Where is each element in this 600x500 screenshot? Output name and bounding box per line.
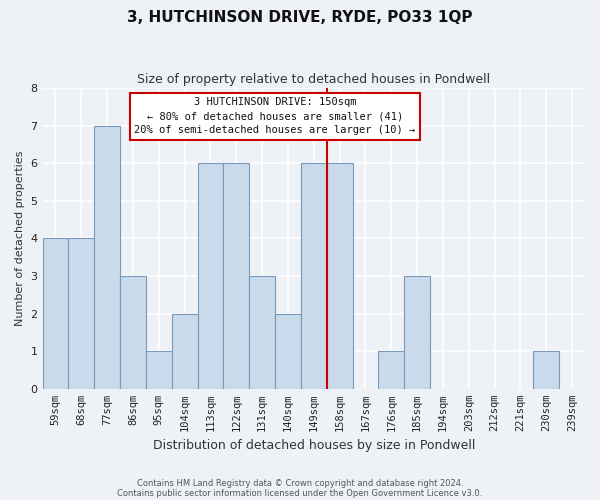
Text: 3 HUTCHINSON DRIVE: 150sqm
← 80% of detached houses are smaller (41)
20% of semi: 3 HUTCHINSON DRIVE: 150sqm ← 80% of deta… bbox=[134, 98, 416, 136]
Bar bbox=[249, 276, 275, 389]
Bar bbox=[146, 351, 172, 389]
Text: Contains public sector information licensed under the Open Government Licence v3: Contains public sector information licen… bbox=[118, 488, 482, 498]
Bar bbox=[68, 238, 94, 389]
Bar bbox=[404, 276, 430, 389]
Text: Contains HM Land Registry data © Crown copyright and database right 2024.: Contains HM Land Registry data © Crown c… bbox=[137, 478, 463, 488]
Bar bbox=[533, 351, 559, 389]
Text: 3, HUTCHINSON DRIVE, RYDE, PO33 1QP: 3, HUTCHINSON DRIVE, RYDE, PO33 1QP bbox=[127, 10, 473, 25]
Bar bbox=[326, 163, 353, 389]
Bar bbox=[275, 314, 301, 389]
Y-axis label: Number of detached properties: Number of detached properties bbox=[15, 150, 25, 326]
Title: Size of property relative to detached houses in Pondwell: Size of property relative to detached ho… bbox=[137, 72, 490, 86]
Bar bbox=[43, 238, 68, 389]
X-axis label: Distribution of detached houses by size in Pondwell: Distribution of detached houses by size … bbox=[152, 440, 475, 452]
Bar bbox=[120, 276, 146, 389]
Bar bbox=[172, 314, 197, 389]
Bar bbox=[379, 351, 404, 389]
Bar bbox=[223, 163, 249, 389]
Bar bbox=[94, 126, 120, 389]
Bar bbox=[197, 163, 223, 389]
Bar bbox=[301, 163, 326, 389]
